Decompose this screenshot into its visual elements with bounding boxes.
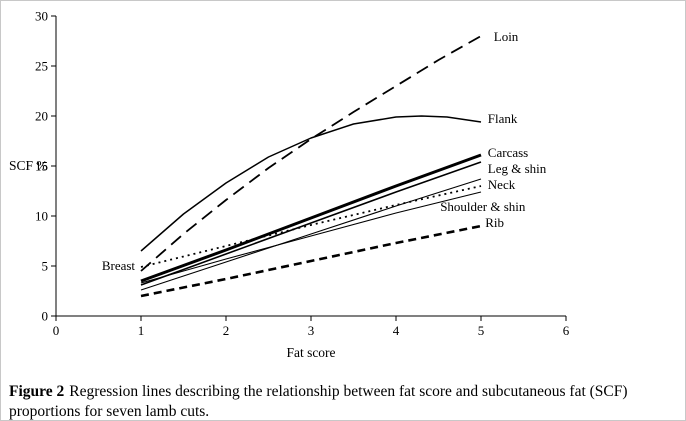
figure-caption-text: Regression lines describing the relation… bbox=[9, 383, 628, 421]
y-tick-label: 15 bbox=[35, 159, 48, 174]
series-line-carcass bbox=[140, 153, 482, 283]
regression-chart: 0 5 10 15 20 25 30 0 1 2 3 4 5 6 SCF % Fat score Loin Fla… bbox=[9, 9, 570, 361]
series-line-neck bbox=[140, 178, 482, 291]
y-tick-label: 20 bbox=[35, 109, 48, 124]
series-label-flank: Flank bbox=[488, 111, 518, 126]
x-tick-label: 0 bbox=[53, 323, 60, 338]
y-tick-label: 5 bbox=[42, 259, 49, 274]
y-tick-label: 0 bbox=[42, 309, 49, 324]
series-line-flank bbox=[140, 115, 482, 252]
series-line-rib bbox=[140, 224, 482, 298]
x-tick-label: 3 bbox=[308, 323, 315, 338]
y-tick-label: 10 bbox=[35, 209, 48, 224]
series-label-leg-shin: Leg & shin bbox=[488, 161, 547, 176]
series-line-loin bbox=[140, 35, 482, 272]
series-label-neck: Neck bbox=[488, 177, 516, 192]
series-label-loin: Loin bbox=[494, 29, 519, 44]
x-axis-title: Fat score bbox=[286, 345, 335, 360]
series-line-shoulder-shin bbox=[140, 191, 482, 284]
series-label-breast: Breast bbox=[102, 258, 136, 273]
y-axis-title: SCF % bbox=[9, 158, 48, 173]
series-label-rib: Rib bbox=[485, 215, 504, 230]
x-tick-label: 1 bbox=[138, 323, 145, 338]
series-label-shoulder-shin: Shoulder & shin bbox=[440, 199, 526, 214]
x-tick-label: 4 bbox=[393, 323, 400, 338]
x-tick-label: 5 bbox=[478, 323, 485, 338]
series-label-carcass: Carcass bbox=[488, 145, 528, 160]
y-tick-label: 25 bbox=[35, 59, 48, 74]
x-tick-label: 6 bbox=[563, 323, 570, 338]
x-tick-label: 2 bbox=[223, 323, 230, 338]
figure-caption: Figure 2 Regression lines describing the … bbox=[1, 378, 685, 421]
series-line-leg-shin bbox=[140, 161, 482, 286]
y-tick-label: 30 bbox=[35, 9, 48, 24]
figure-caption-label: Figure 2 bbox=[9, 383, 65, 400]
series-line-breast bbox=[140, 185, 482, 268]
